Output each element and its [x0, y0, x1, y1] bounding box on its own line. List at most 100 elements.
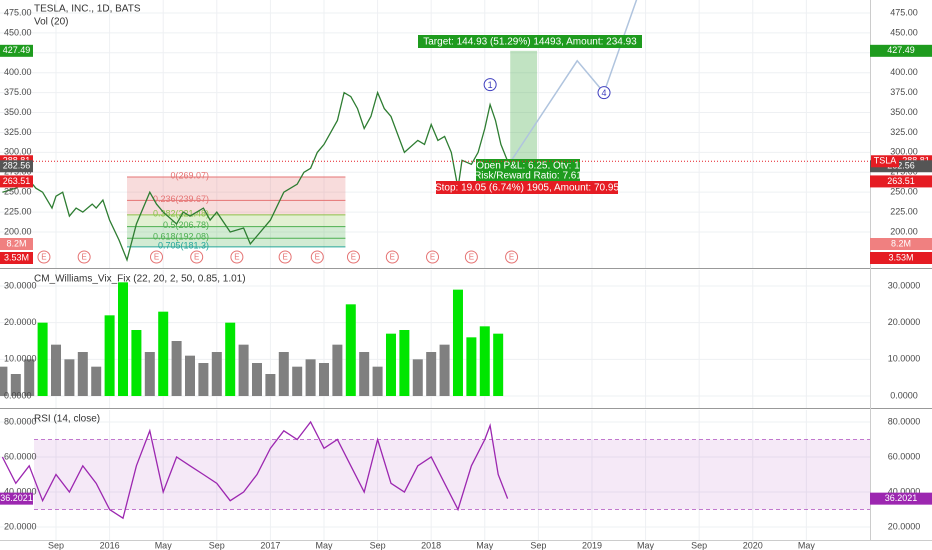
earnings-marker [385, 250, 399, 264]
value-badge-label: 36.2021 [885, 493, 918, 503]
y-tick-label: 375.00 [890, 87, 918, 97]
histogram-bar [24, 359, 35, 397]
histogram-bar [278, 352, 289, 397]
earnings-marker [77, 250, 91, 264]
fib-zone [127, 214, 346, 227]
price-badge [0, 160, 33, 173]
price-badge-label: 263.51 [3, 176, 31, 186]
y-tick-label: 300.00 [890, 147, 918, 157]
y-tick-label: 225.00 [890, 206, 918, 216]
x-tick-label: 2019 [582, 540, 602, 550]
earnings-marker [346, 250, 360, 264]
fib-zone [127, 200, 346, 215]
y-tick-label: 400.00 [4, 67, 32, 77]
histogram-bar [211, 352, 222, 397]
y-tick-label: 80.0000 [888, 416, 921, 426]
x-tick-label: May [315, 540, 333, 550]
y-tick-label: 475.00 [4, 7, 32, 17]
histogram-bar [64, 359, 75, 397]
histogram-bar [77, 352, 88, 397]
x-tick-label: May [637, 540, 655, 550]
fib-zone [127, 238, 346, 247]
histogram-bar [359, 352, 370, 397]
y-tick-label: 400.00 [890, 67, 918, 77]
y-tick-label: 0.0000 [4, 390, 32, 400]
histogram-bar [466, 337, 477, 397]
fib-label: 0.5(206.78) [163, 220, 209, 230]
histogram-bar [385, 333, 396, 397]
y-tick-label: 225.00 [4, 206, 32, 216]
price-badge [870, 175, 932, 188]
earnings-label: E [469, 253, 474, 262]
earnings-label: E [390, 253, 395, 262]
rr-label: Risk/Reward Ratio: 7.61 [474, 171, 582, 182]
price-badge-label: 427.49 [887, 45, 915, 55]
y-tick-label: 475.00 [890, 7, 918, 17]
histogram-bar [305, 359, 316, 397]
earnings-label: E [234, 253, 239, 262]
earnings-marker [310, 250, 324, 264]
x-tick-label: May [798, 540, 816, 550]
y-tick-label: 20.0000 [4, 317, 37, 327]
symbol-badge [871, 155, 899, 168]
histogram-bar [318, 363, 329, 397]
fib-label: 0.705(181.3) [158, 240, 209, 250]
histogram-bar [198, 363, 209, 397]
earnings-marker [230, 250, 244, 264]
histogram-bar [292, 366, 303, 397]
x-tick-label: 2017 [260, 540, 280, 550]
histogram-bar [251, 363, 262, 397]
earnings-marker [464, 250, 478, 264]
histogram-bar [452, 289, 463, 397]
price-badge [870, 44, 932, 57]
histogram-bar [493, 333, 504, 397]
histogram-bar [158, 311, 169, 397]
x-tick-label: 2020 [743, 540, 763, 550]
y-tick-label: 450.00 [890, 27, 918, 37]
volume-badge [0, 238, 33, 250]
histogram-bar [91, 366, 102, 397]
y-tick-label: 250.00 [4, 187, 32, 197]
y-tick-label: 250.00 [890, 187, 918, 197]
y-tick-label: 350.00 [890, 107, 918, 117]
pane-title: CM_Williams_Vix_Fix (22, 20, 2, 50, 0.85… [34, 274, 246, 285]
x-tick-label: Sep [48, 540, 64, 550]
fib-zone [127, 226, 346, 239]
pane-title: TESLA, INC., 1D, BATS [34, 4, 141, 15]
x-tick-label: 2018 [421, 540, 441, 550]
histogram-bar [131, 329, 142, 397]
volume-badge-label: 3.53M [888, 252, 913, 262]
y-tick-label: 10.0000 [888, 354, 921, 364]
y-tick-label: 200.00 [890, 226, 918, 236]
volume-badge-label: 8.2M [891, 238, 911, 248]
y-tick-label: 80.0000 [4, 416, 37, 426]
x-tick-label: May [476, 540, 494, 550]
wave-marker [483, 78, 497, 92]
histogram-bar [118, 282, 129, 397]
x-tick-label: 2016 [100, 540, 120, 550]
x-tick-label: Sep [530, 540, 546, 550]
series-line [1, 420, 509, 520]
histogram-bar [10, 374, 21, 397]
price-badge-label: 282.56 [887, 161, 915, 171]
y-tick-label: 40.0000 [888, 486, 921, 496]
volume-badge [870, 252, 932, 264]
histogram-bar [238, 344, 249, 397]
x-tick-label: Sep [209, 540, 225, 550]
earnings-marker [426, 250, 440, 264]
fib-label: 0.618(192.08) [153, 232, 209, 242]
histogram-bar [51, 344, 62, 397]
earnings-marker [278, 250, 292, 264]
y-tick-label: 20.0000 [888, 317, 921, 327]
y-tick-label: 20.0000 [888, 521, 921, 531]
y-tick-label: 325.00 [890, 127, 918, 137]
volume-badge-label: 3.53M [4, 252, 29, 262]
histogram-bar [171, 340, 182, 397]
y-tick-label: 350.00 [4, 107, 32, 117]
histogram-bar [265, 374, 276, 397]
y-tick-label: 300.00 [4, 147, 32, 157]
value-badge [0, 492, 33, 505]
wave-marker [597, 86, 611, 100]
histogram-bar [104, 315, 115, 397]
